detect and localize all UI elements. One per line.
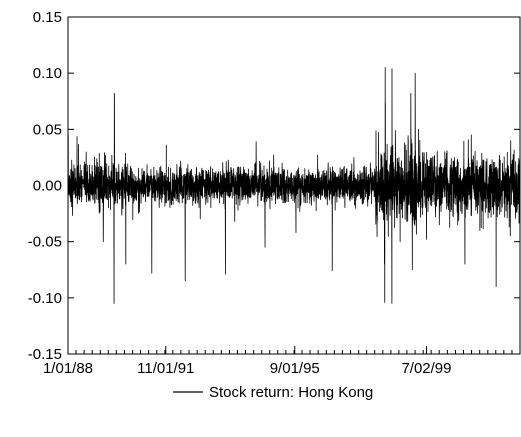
- y-tick-label: 0.10: [33, 65, 62, 82]
- y-tick-label: 0.15: [33, 9, 62, 26]
- y-tick-label: 0.05: [33, 121, 62, 138]
- y-tick-label: -0.15: [28, 346, 62, 363]
- x-axis-minor-ticks: [67, 350, 513, 354]
- legend-label: Stock return: Hong Kong: [209, 384, 373, 401]
- y-tick-label: 0.00: [33, 178, 62, 195]
- legend: Stock return: Hong Kong: [173, 384, 373, 401]
- y-tick-label: -0.05: [28, 234, 62, 251]
- x-tick-label: 1/01/88: [43, 360, 93, 377]
- x-tick-label: 11/01/91: [137, 360, 194, 377]
- x-tick-label: 9/01/95: [270, 360, 320, 377]
- y-axis-tick-labels: 0.15 0.10 0.05 0.00 -0.05 -0.10 -0.15: [28, 9, 62, 363]
- x-tick-label: 7/02/99: [401, 360, 451, 377]
- x-axis-tick-labels: 1/01/88 11/01/91 9/01/95 7/02/99: [43, 346, 451, 377]
- plot-area-frame: [67, 16, 521, 355]
- y-tick-label: -0.10: [28, 290, 62, 307]
- series-line-hong-kong-returns: [67, 67, 521, 304]
